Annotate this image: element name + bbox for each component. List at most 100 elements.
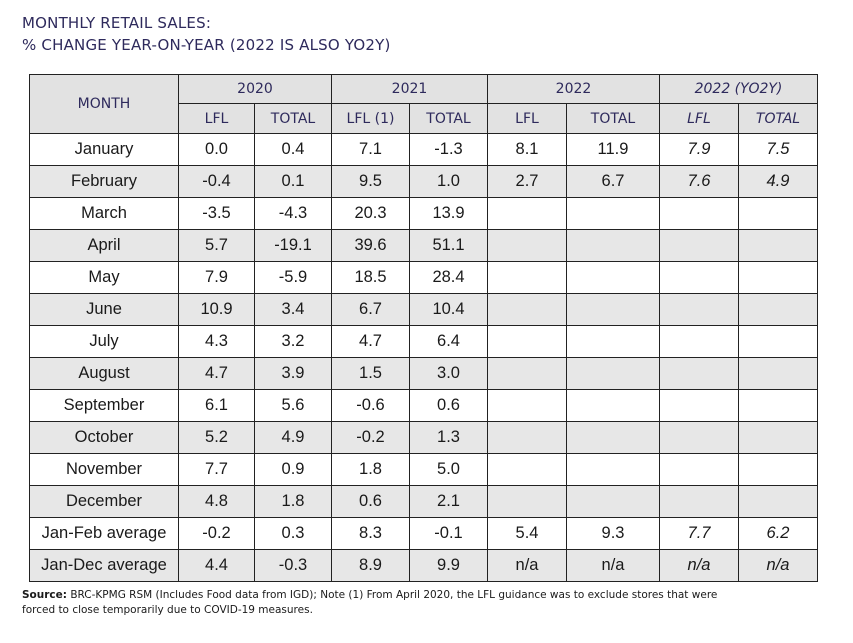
month-cell: May <box>29 261 179 294</box>
value-cell: 3.0 <box>409 357 488 390</box>
title-line-2: % CHANGE YEAR-ON-YEAR (2022 IS ALSO YO2Y… <box>22 36 391 54</box>
value-cell: 0.3 <box>254 517 332 550</box>
value-cell <box>566 293 660 326</box>
value-cell: 6.7 <box>566 165 660 198</box>
value-cell <box>738 325 818 358</box>
value-cell: 0.6 <box>331 485 410 518</box>
value-cell: 8.3 <box>331 517 410 550</box>
value-cell: 5.0 <box>409 453 488 486</box>
value-cell <box>738 389 818 422</box>
value-cell: 6.4 <box>409 325 488 358</box>
month-cell: February <box>29 165 179 198</box>
value-cell: 3.2 <box>254 325 332 358</box>
value-cell: 4.8 <box>178 485 255 518</box>
group-header-2021: 2021 <box>331 74 488 104</box>
group-header-2020: 2020 <box>178 74 332 104</box>
column-subheader: TOTAL <box>409 103 488 134</box>
value-cell <box>659 261 739 294</box>
column-subheader: TOTAL <box>566 103 660 134</box>
month-cell: December <box>29 485 179 518</box>
value-cell: -4.3 <box>254 197 332 230</box>
value-cell: 1.5 <box>331 357 410 390</box>
value-cell: n/a <box>738 549 818 582</box>
value-cell <box>738 261 818 294</box>
month-cell: Jan-Feb average <box>29 517 179 550</box>
value-cell <box>738 197 818 230</box>
value-cell <box>659 421 739 454</box>
table-row: July 4.3 3.2 4.7 6.4 <box>29 325 818 358</box>
value-cell: 9.5 <box>331 165 410 198</box>
table-row: June 10.9 3.4 6.7 10.4 <box>29 293 818 326</box>
value-cell: 4.3 <box>178 325 255 358</box>
value-cell <box>566 197 660 230</box>
value-cell: -0.2 <box>331 421 410 454</box>
value-cell <box>487 485 567 518</box>
value-cell <box>566 485 660 518</box>
value-cell: n/a <box>487 549 567 582</box>
value-cell <box>738 357 818 390</box>
value-cell: 7.7 <box>659 517 739 550</box>
column-subheader: LFL (1) <box>331 103 410 134</box>
value-cell: -0.3 <box>254 549 332 582</box>
value-cell: 3.9 <box>254 357 332 390</box>
value-cell: 5.6 <box>254 389 332 422</box>
value-cell: -1.3 <box>409 133 488 166</box>
value-cell <box>487 261 567 294</box>
month-cell: November <box>29 453 179 486</box>
table-row: Jan-Feb average -0.2 0.3 8.3 -0.1 5.4 9.3 7.7 6.… <box>29 517 818 550</box>
table-row: February -0.4 0.1 9.5 1.0 2.7 6.7 7.6 4.9 <box>29 165 818 198</box>
retail-sales-table: MONTH 2020 2021 2022 2022 (YO2Y) LFL TOTA… <box>29 74 818 582</box>
value-cell: 4.9 <box>738 165 818 198</box>
value-cell <box>487 389 567 422</box>
value-cell <box>566 453 660 486</box>
month-cell: July <box>29 325 179 358</box>
table-row: September 6.1 5.6 -0.6 0.6 <box>29 389 818 422</box>
value-cell: -19.1 <box>254 229 332 262</box>
column-subheader: TOTAL <box>254 103 332 134</box>
value-cell <box>738 485 818 518</box>
value-cell: 3.4 <box>254 293 332 326</box>
source-label: Source: <box>22 589 67 601</box>
value-cell <box>659 357 739 390</box>
table-row: December 4.8 1.8 0.6 2.1 <box>29 485 818 518</box>
value-cell <box>487 293 567 326</box>
value-cell: 6.1 <box>178 389 255 422</box>
value-cell: 2.1 <box>409 485 488 518</box>
value-cell: 2.7 <box>487 165 567 198</box>
table-row: Jan-Dec average 4.4 -0.3 8.9 9.9 n/a n/a n/a n/a <box>29 549 818 582</box>
value-cell <box>659 453 739 486</box>
value-cell: 1.3 <box>409 421 488 454</box>
table-row: April 5.7 -19.1 39.6 51.1 <box>29 229 818 262</box>
value-cell <box>566 325 660 358</box>
month-cell: June <box>29 293 179 326</box>
value-cell: 10.4 <box>409 293 488 326</box>
value-cell: 9.9 <box>409 549 488 582</box>
value-cell <box>487 357 567 390</box>
table-row: March -3.5 -4.3 20.3 13.9 <box>29 197 818 230</box>
source-note: Source: BRC-KPMG RSM (Includes Food data… <box>22 588 742 618</box>
month-header: MONTH <box>29 74 179 134</box>
value-cell <box>487 229 567 262</box>
value-cell: -0.1 <box>409 517 488 550</box>
value-cell <box>659 197 739 230</box>
value-cell <box>566 421 660 454</box>
value-cell: 20.3 <box>331 197 410 230</box>
column-subheader: TOTAL <box>738 103 818 134</box>
value-cell: 28.4 <box>409 261 488 294</box>
value-cell: 7.5 <box>738 133 818 166</box>
group-header-2022: 2022 <box>487 74 660 104</box>
value-cell: 0.4 <box>254 133 332 166</box>
value-cell: 4.9 <box>254 421 332 454</box>
value-cell: 0.1 <box>254 165 332 198</box>
value-cell: 1.8 <box>254 485 332 518</box>
group-header-2022-yo2y: 2022 (YO2Y) <box>659 74 818 104</box>
value-cell <box>659 325 739 358</box>
column-subheader: LFL <box>487 103 567 134</box>
value-cell: 1.0 <box>409 165 488 198</box>
value-cell: 9.3 <box>566 517 660 550</box>
value-cell: n/a <box>566 549 660 582</box>
value-cell: 7.6 <box>659 165 739 198</box>
value-cell: n/a <box>659 549 739 582</box>
value-cell: 7.9 <box>659 133 739 166</box>
column-subheader: LFL <box>659 103 739 134</box>
